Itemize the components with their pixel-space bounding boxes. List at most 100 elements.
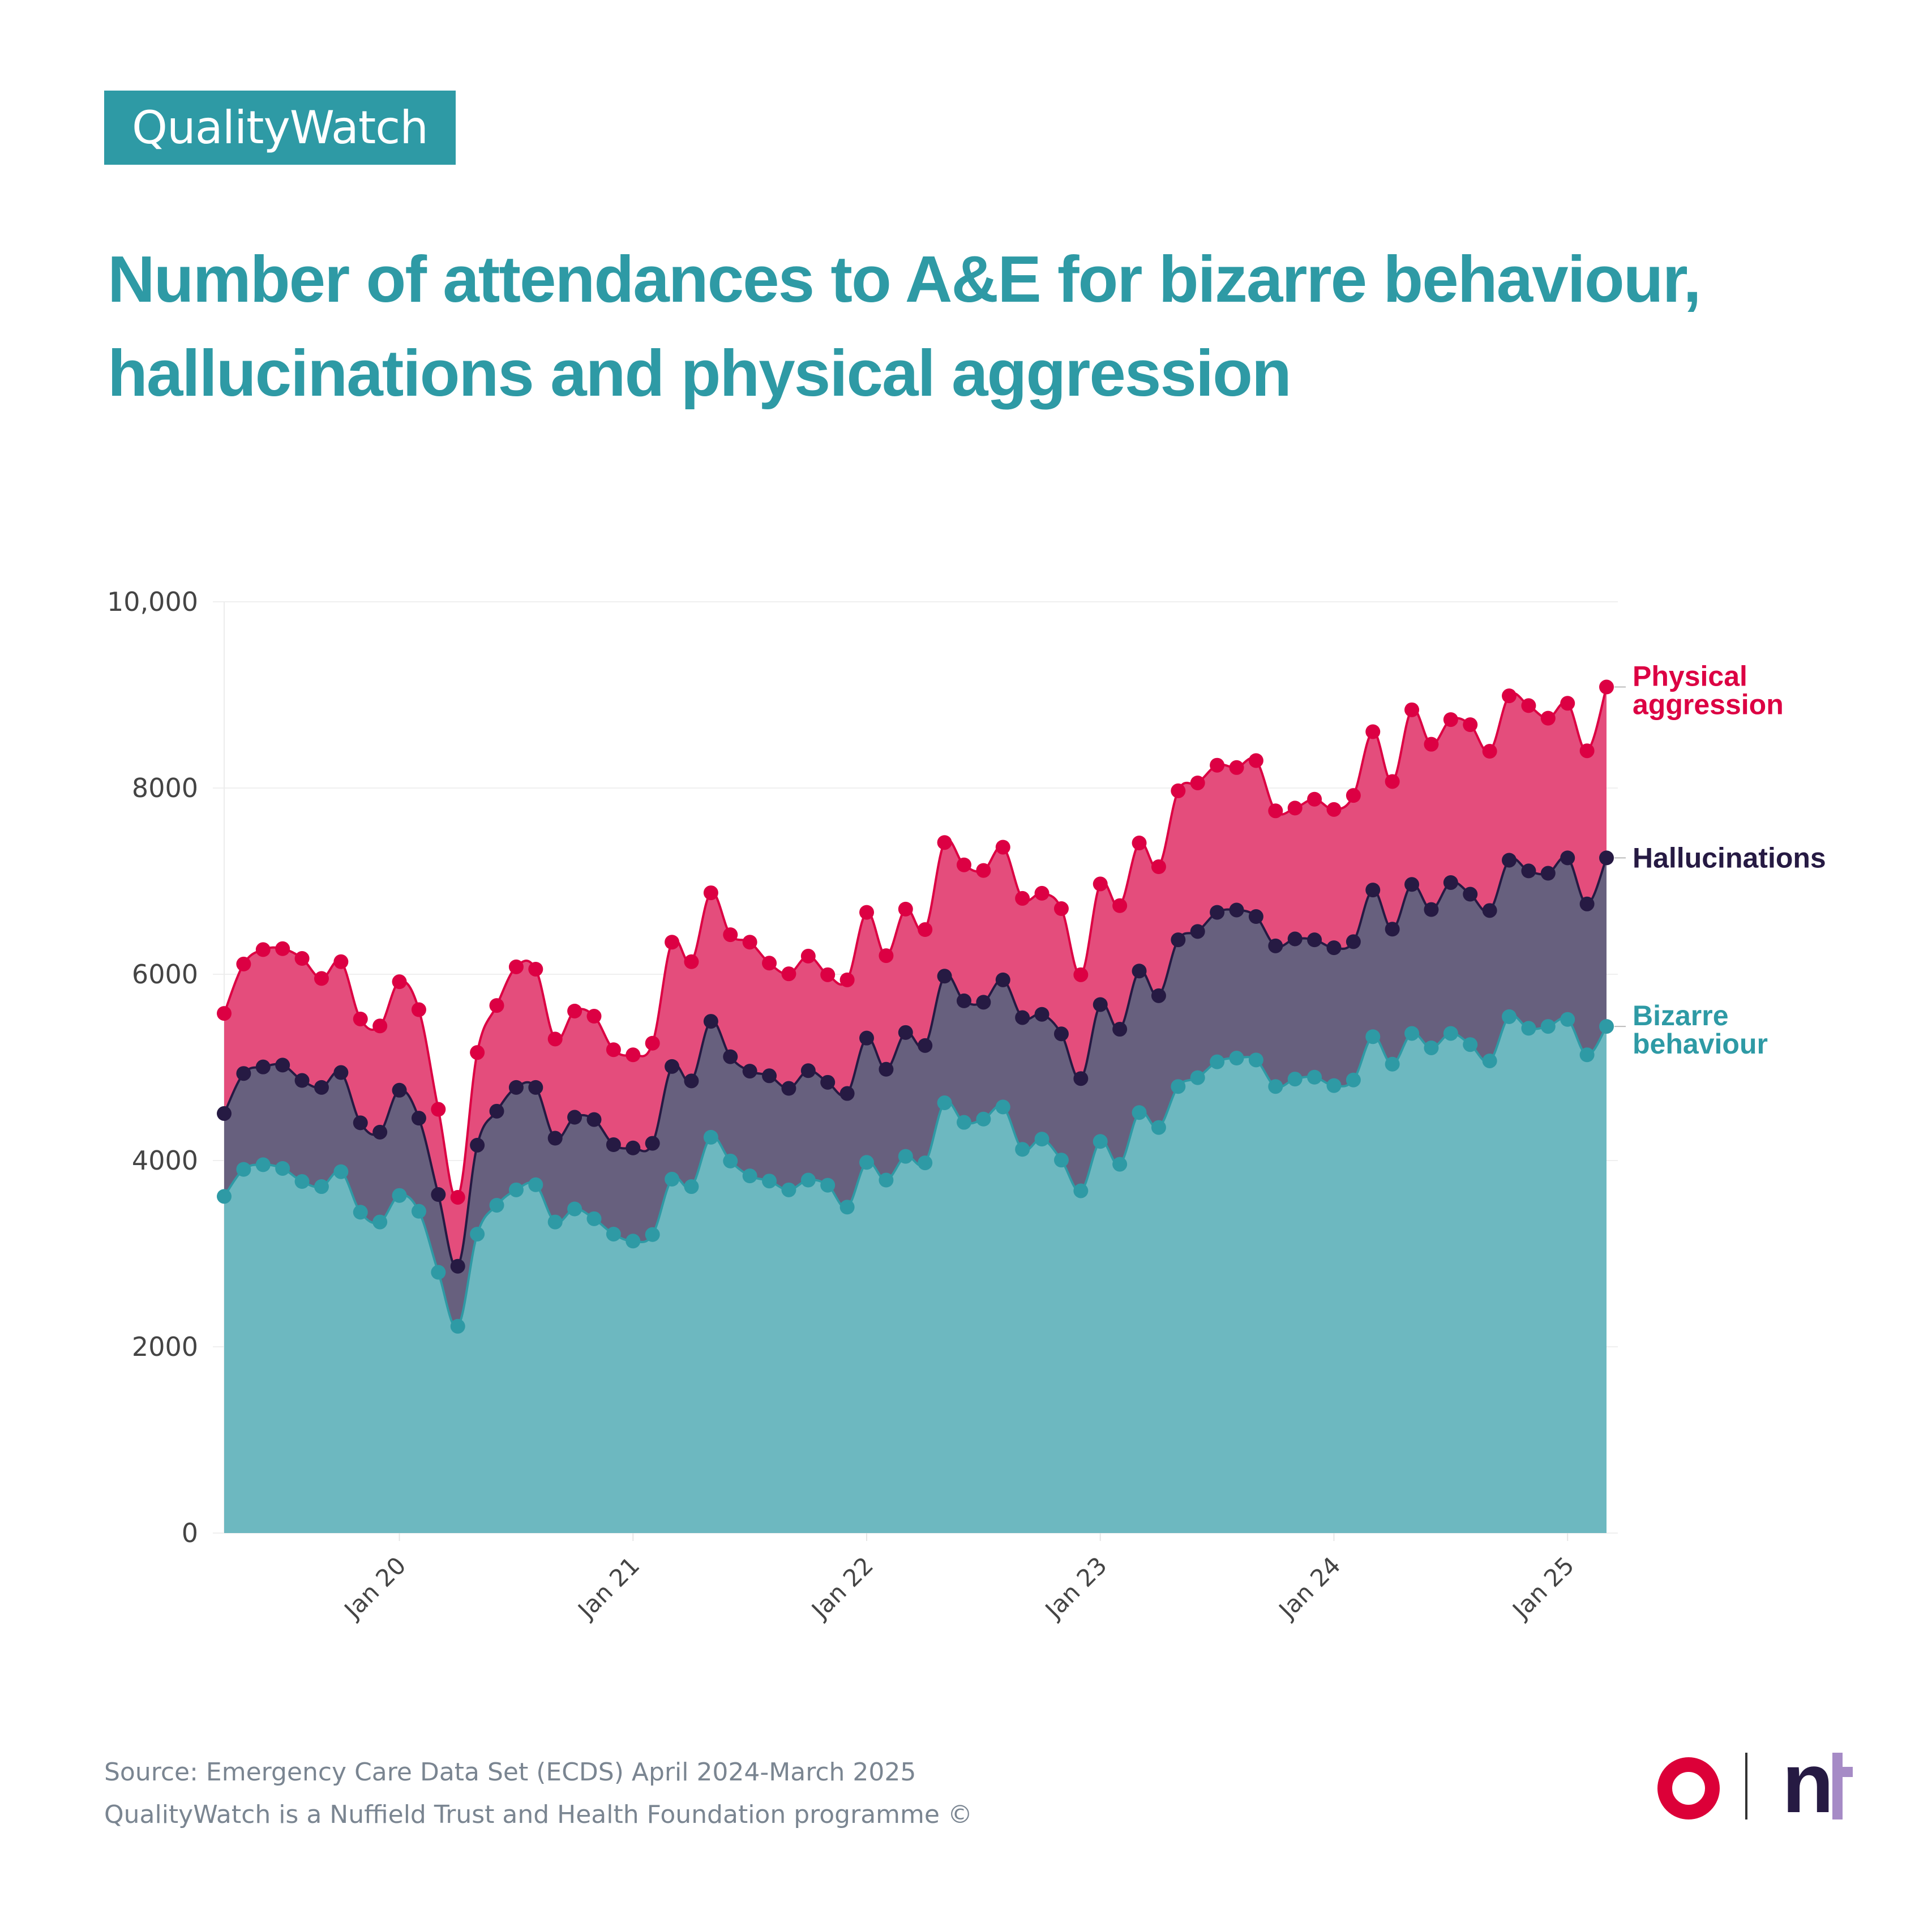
physical-aggression-point [353,1011,368,1026]
physical-aggression-label-line-1: Physical [1633,661,1747,692]
bizarre-behaviour-point [333,1164,349,1179]
bizarre-behaviour-point [1346,1072,1361,1088]
physical-aggression-point [995,840,1010,855]
hallucinations-point [314,1080,329,1095]
y-axis: 0 2000 4000 6000 8000 10,000 [107,586,198,1548]
physical-aggression-point [1268,803,1283,819]
hallucinations-point [800,1063,816,1078]
physical-aggression-point [1502,688,1517,704]
bizarre-behaviour-point [1229,1051,1244,1066]
physical-aggression-point [217,1006,232,1021]
physical-aggression-point [645,1035,660,1051]
hallucinations-point [1073,1071,1089,1086]
physical-aggression-point [1404,702,1420,717]
physical-aggression-point [956,857,971,872]
hallucinations-point [1463,887,1478,902]
bizarre-behaviour-point [528,1177,543,1192]
hallucinations-point [684,1073,699,1089]
bizarre-behaviour-point [781,1182,796,1197]
hallucinations-point [508,1080,524,1095]
y-tick-label: 0 [182,1518,198,1548]
bizarre-behaviour-point [800,1172,816,1188]
bizarre-behaviour-point [742,1168,757,1184]
x-tick-label: Jan 23 [1039,1551,1112,1625]
physical-aggression-point [586,1009,602,1024]
bizarre-behaviour-point [684,1179,699,1195]
physical-aggression-point [762,956,777,971]
physical-aggression-point [1463,717,1478,733]
hallucinations-point [1151,988,1166,1003]
bizarre-behaviour-point [1132,1105,1147,1120]
bizarre-behaviour-point [567,1201,582,1217]
chart-title-line-2: hallucinations and physical aggression [108,336,1292,410]
physical-aggression-point [333,954,349,969]
physical-aggression-point [508,959,524,974]
y-tick-label: 10,000 [107,586,198,617]
physical-aggression-point [1482,744,1497,759]
bizarre-behaviour-point [1579,1047,1595,1063]
hallucinations-point [879,1061,894,1077]
bizarre-behaviour-area [224,1015,1607,1533]
hallucinations-point [606,1137,621,1153]
hallucinations-point [626,1140,641,1155]
physical-aggression-point [255,942,271,957]
bizarre-behaviour-point [820,1178,836,1193]
bizarre-behaviour-point [1015,1142,1030,1157]
hallucinations-point [353,1115,368,1131]
bizarre-behaviour-point [626,1234,641,1249]
bizarre-behaviour-point [956,1115,971,1130]
bizarre-behaviour-point [703,1129,718,1145]
hallucinations-label: Hallucinations [1633,842,1826,874]
physical-aggression-point [1112,898,1128,913]
physical-aggression-label-line-2: aggression [1633,689,1784,721]
bizarre-behaviour-point [1365,1029,1381,1044]
physical-aggression-point [528,961,543,977]
hallucinations-point [255,1059,271,1074]
nuffield-trust-logo-t-stem [1832,1753,1843,1819]
hallucinations-point [723,1049,738,1064]
hallucinations-point [1034,1007,1049,1022]
physical-aggression-point [898,901,913,917]
hallucinations-point [1190,924,1205,939]
bizarre-behaviour-point [645,1227,660,1242]
bizarre-behaviour-point [431,1265,446,1280]
hallucinations-point [1579,896,1595,911]
hallucinations-point [1502,853,1517,868]
chart-title-line-1: Number of attendances to A&E for bizarre… [108,242,1702,316]
bizarre-behaviour-point [762,1174,777,1189]
bizarre-behaviour-point [1171,1079,1186,1094]
physical-aggression-point [1346,788,1361,803]
bizarre-behaviour-point [586,1211,602,1226]
hallucinations-point [645,1136,660,1151]
hallucinations-point [976,995,991,1010]
hallucinations-point [567,1110,582,1125]
bizarre-behaviour-point [606,1226,621,1241]
physical-aggression-point [800,948,816,964]
physical-aggression-point [723,927,738,943]
physical-aggression-point [1190,775,1205,790]
bizarre-behaviour-point [1443,1026,1458,1041]
physical-aggression-point [1599,679,1614,695]
bizarre-behaviour-point [508,1182,524,1197]
physical-aggression-point [1424,737,1439,752]
hallucinations-point [1093,997,1108,1012]
hallucinations-point [586,1112,602,1127]
bizarre-behaviour-point [1385,1056,1400,1072]
x-tick-label: Jan 25 [1506,1551,1579,1625]
y-tick-label: 6000 [132,959,198,990]
y-tick-label: 2000 [132,1332,198,1362]
hallucinations-point [1015,1010,1030,1025]
physical-aggression-point [976,863,991,878]
bizarre-behaviour-point [1210,1054,1225,1069]
nuffield-trust-logo-icon: n [1782,1735,1834,1830]
y-tick-label: 4000 [132,1145,198,1176]
physical-aggression-point [1229,760,1244,775]
bizarre-behaviour-point [372,1214,388,1230]
hallucinations-point [1210,905,1225,920]
physical-aggression-point [1287,800,1303,816]
credit-note: QualityWatch is a Nuffield Trust and Hea… [104,1800,973,1829]
bizarre-behaviour-point [976,1111,991,1127]
physical-aggression-point [1053,901,1069,917]
hallucinations-point [294,1073,310,1088]
hallucinations-point [1171,932,1186,948]
